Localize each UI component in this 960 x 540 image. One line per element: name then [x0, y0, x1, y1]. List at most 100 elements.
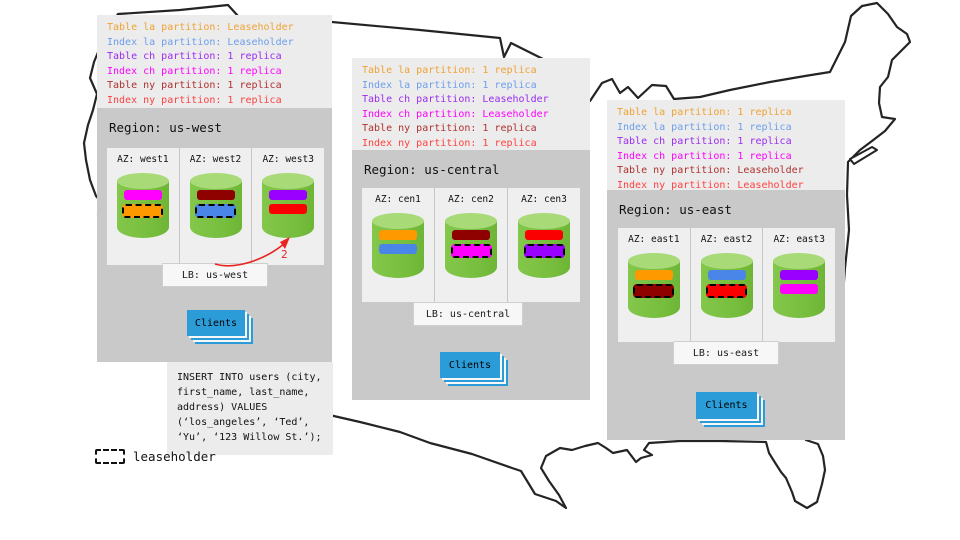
sql-insert-note: INSERT INTO users (city, first_name, las…	[167, 362, 333, 455]
sql-line: INSERT INTO users (city,	[177, 372, 322, 383]
az-cell: AZ: east1	[618, 228, 690, 342]
leaseholder-key-label: leaseholder	[133, 449, 216, 464]
az-label: AZ: east1	[628, 234, 680, 245]
legend-line: Index la partition: 1 replica	[362, 79, 537, 91]
cylinder-top	[116, 173, 169, 189]
partition-bar	[196, 190, 235, 200]
partition-bars	[372, 230, 424, 254]
az-container: AZ: west1 AZ: west2	[107, 148, 324, 265]
legend-line: Index ch partition: Leaseholder	[362, 108, 549, 120]
sql-line: address) VALUES	[177, 402, 268, 413]
database-cylinder	[627, 253, 680, 319]
az-cell: AZ: cen2	[434, 188, 507, 302]
partition-bar	[525, 230, 563, 240]
legend-line: Table ch partition: 1 replica	[107, 51, 282, 62]
az-label: AZ: west2	[189, 154, 242, 165]
leaseholder-key: leaseholder	[95, 449, 216, 464]
region-title: Region: us-east	[619, 202, 732, 217]
az-cell: AZ: east2	[689, 228, 763, 342]
az-container: AZ: cen1 AZ: cen2	[362, 188, 580, 302]
partition-bar	[379, 230, 417, 240]
cylinder-top	[773, 253, 826, 269]
partition-legend-us-central: Table la partition: 1 replica Index la p…	[352, 58, 590, 150]
legend-line: Index la partition: 1 replica	[617, 121, 792, 133]
cylinder-top	[262, 173, 315, 189]
legend-line: Index ny partition: 1 replica	[362, 137, 537, 149]
region-group-us-east: Table la partition: 1 replica Index la p…	[607, 100, 845, 440]
database-cylinder	[262, 173, 315, 239]
clients-button-us-central: Clients	[440, 352, 500, 378]
az-label: AZ: east3	[773, 234, 825, 245]
legend-line: Table ny partition: Leaseholder	[617, 165, 804, 176]
load-balancer-us-central: LB: us-central	[413, 302, 523, 326]
legend-line: Index ny partition: Leaseholder	[617, 179, 804, 191]
region-title: Region: us-west	[109, 120, 222, 135]
database-cylinder	[372, 213, 424, 279]
clients-button-us-west: Clients	[187, 310, 245, 336]
sql-line: ‘Yu’, ‘123 Willow St.’);	[177, 432, 322, 443]
partition-legend-us-west: Table la partition: Leaseholder Index la…	[97, 15, 332, 108]
partition-bar-leaseholder	[633, 284, 675, 298]
legend-line: Table la partition: 1 replica	[362, 65, 537, 76]
region-box-us-east: Region: us-east AZ: east1 AZ: east2	[607, 190, 845, 440]
az-cell: AZ: east3	[762, 228, 835, 342]
az-cell: AZ: west1	[107, 148, 179, 265]
region-group-us-west: Table la partition: Leaseholder Index la…	[97, 15, 332, 362]
partition-bar-leaseholder	[706, 284, 747, 298]
partition-bar	[123, 190, 162, 200]
partition-bars	[701, 270, 753, 298]
database-cylinder	[445, 213, 497, 279]
az-cell: AZ: cen1	[362, 188, 434, 302]
partition-legend-us-east: Table la partition: 1 replica Index la p…	[607, 100, 845, 191]
cylinder-top	[445, 213, 497, 229]
az-container: AZ: east1 AZ: east2	[618, 228, 835, 342]
az-label: AZ: west3	[262, 154, 314, 165]
partition-bars	[190, 190, 242, 218]
legend-line: Table ch partition: 1 replica	[617, 136, 792, 147]
az-label: AZ: west1	[117, 154, 169, 165]
partition-bar	[707, 270, 746, 280]
partition-bar	[452, 230, 490, 240]
database-cylinder	[773, 253, 826, 319]
partition-bar	[269, 204, 308, 214]
legend-line: Table la partition: 1 replica	[617, 107, 792, 118]
database-cylinder	[189, 173, 242, 239]
legend-line: Table ny partition: 1 replica	[362, 123, 537, 134]
partition-bar	[379, 244, 417, 254]
database-cylinder	[700, 253, 753, 319]
legend-line: Index ch partition: 1 replica	[107, 65, 282, 77]
sql-line: (‘los_angeles’, ‘Ted’,	[177, 417, 310, 428]
partition-bars	[518, 230, 570, 258]
clients-button-us-east: Clients	[696, 392, 757, 419]
az-cell: AZ: west2	[178, 148, 252, 265]
legend-line: Index ny partition: 1 replica	[107, 94, 282, 106]
database-cylinder	[518, 213, 570, 279]
load-balancer-us-east: LB: us-east	[673, 341, 779, 365]
leaseholder-dashed-icon	[95, 449, 125, 464]
az-label: AZ: cen2	[448, 194, 494, 205]
partition-bar-leaseholder	[122, 204, 164, 218]
az-label: AZ: cen1	[375, 194, 421, 205]
cylinder-top	[189, 173, 242, 189]
database-cylinder	[116, 173, 169, 239]
legend-line: Table la partition: Leaseholder	[107, 22, 294, 33]
region-box-us-central: Region: us-central AZ: cen1 AZ: cen2	[352, 150, 590, 400]
partition-bar-leaseholder	[450, 244, 492, 258]
legend-line: Index ch partition: 1 replica	[617, 150, 792, 162]
partition-bars	[262, 190, 314, 214]
load-balancer-us-west: LB: us-west	[162, 263, 268, 287]
partition-bars	[117, 190, 169, 218]
cylinder-top	[372, 213, 424, 229]
region-title: Region: us-central	[364, 162, 500, 177]
partition-bar	[780, 270, 819, 280]
partition-bar-leaseholder	[195, 204, 236, 218]
az-cell: AZ: west3	[251, 148, 324, 265]
sql-line: first_name, last_name,	[177, 387, 310, 398]
partition-bars	[445, 230, 497, 258]
partition-bar-leaseholder	[523, 244, 565, 258]
cylinder-top	[627, 253, 680, 269]
legend-line: Table ch partition: Leaseholder	[362, 94, 549, 105]
partition-bar	[780, 284, 819, 294]
cylinder-top	[518, 213, 570, 229]
